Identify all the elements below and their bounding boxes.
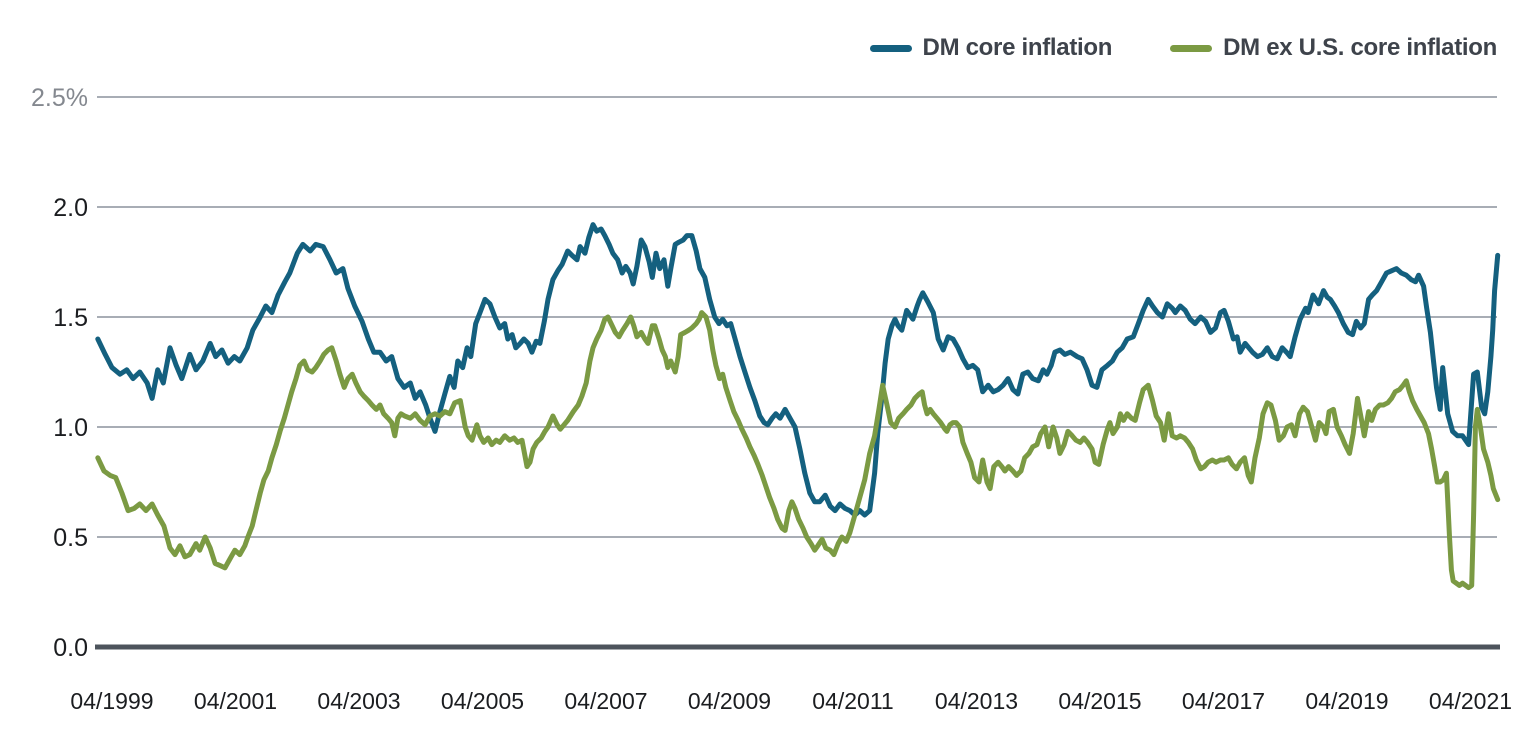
x-tick-label: 04/2001 bbox=[194, 688, 277, 714]
y-tick-label: 2.0 bbox=[53, 194, 88, 222]
x-tick-label: 04/2021 bbox=[1429, 688, 1512, 714]
legend: DM core inflation DM ex U.S. core inflat… bbox=[869, 34, 1497, 62]
legend-item-dm-core: DM core inflation bbox=[869, 34, 1113, 62]
legend-swatch-dm-core-icon bbox=[869, 44, 912, 52]
y-tick-label: 1.0 bbox=[53, 414, 88, 442]
y-tick-label: 1.5 bbox=[53, 304, 88, 332]
x-tick-label: 04/2017 bbox=[1182, 688, 1265, 714]
legend-label-dm-ex-us: DM ex U.S. core inflation bbox=[1223, 34, 1497, 61]
y-tick-label: 2.5% bbox=[31, 84, 88, 112]
y-tick-label: 0.5 bbox=[53, 524, 88, 552]
y-tick-label: 0.0 bbox=[53, 634, 88, 662]
x-tick-label: 04/2005 bbox=[441, 688, 524, 714]
x-tick-label: 04/2015 bbox=[1058, 688, 1141, 714]
legend-label-dm-core: DM core inflation bbox=[922, 34, 1113, 61]
legend-swatch-dm-ex-us-icon bbox=[1170, 44, 1213, 52]
series-line-dm-core bbox=[95, 222, 1501, 518]
series-line-dm-ex-us bbox=[95, 310, 1501, 591]
x-tick-label: 04/2003 bbox=[317, 688, 400, 714]
x-tick-label: 04/2007 bbox=[564, 688, 647, 714]
x-tick-label: 04/2019 bbox=[1305, 688, 1388, 714]
legend-item-dm-ex-us: DM ex U.S. core inflation bbox=[1170, 34, 1497, 62]
x-tick-label: 04/2013 bbox=[935, 688, 1018, 714]
x-tick-label: 04/1999 bbox=[70, 688, 153, 714]
x-tick-label: 04/2011 bbox=[812, 688, 893, 714]
x-tick-label: 04/2009 bbox=[688, 688, 771, 714]
